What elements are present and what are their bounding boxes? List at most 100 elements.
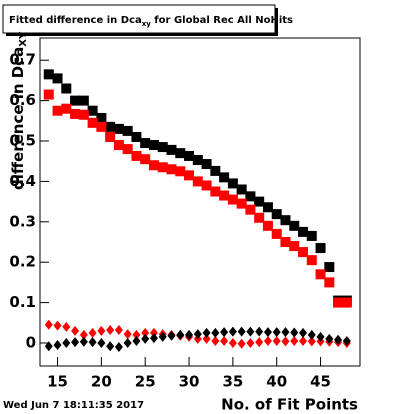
point [175,166,186,177]
point [201,180,212,191]
point [280,215,291,226]
point [62,321,71,332]
point [97,325,106,336]
point [132,335,141,346]
point [148,160,159,171]
point [70,95,81,106]
point [166,144,177,155]
point [43,89,54,100]
point [324,277,335,288]
point [306,230,317,241]
point [53,339,62,350]
point [71,337,80,348]
point [141,333,150,344]
point [255,337,264,348]
point [176,329,185,340]
point [96,112,107,123]
plot-frame [39,37,361,367]
point [149,327,158,338]
point [262,220,273,231]
point [132,329,141,340]
point [87,105,98,116]
point [307,336,316,347]
point [237,326,246,337]
point [61,103,72,114]
x-tick-label: 15 [47,373,68,391]
point [78,109,89,120]
x-tick-label: 35 [222,373,243,391]
point [157,162,168,173]
point [210,186,221,197]
point [140,138,151,149]
chart-title: Fitted difference in Dcaxy for Global Re… [9,15,293,28]
point [71,325,80,336]
point [210,165,221,176]
point [324,262,335,273]
point [228,326,237,337]
point [211,327,220,338]
point [255,326,264,337]
y-tick-label: 0 [26,333,36,351]
point [140,154,151,165]
title-box [2,4,276,34]
point [123,337,132,348]
y-tick-label: 0.4 [9,172,36,190]
y-tick-label: 0.1 [9,293,36,311]
point [193,329,202,340]
point [254,196,265,207]
point [272,335,281,346]
point [290,335,299,346]
point [272,327,281,338]
point [334,334,343,345]
point [333,297,344,308]
point [227,194,238,205]
point [158,331,167,342]
point [245,204,256,215]
point [236,184,247,195]
point [79,329,88,340]
point [254,212,265,223]
point [220,335,229,346]
point [123,329,132,340]
point [105,131,116,142]
x-tick-label: 40 [266,373,287,391]
point [96,121,107,132]
point [263,335,272,346]
point [87,117,98,128]
point [52,105,63,116]
point [342,335,351,346]
point [289,220,300,231]
point [341,297,352,308]
point [113,123,124,134]
point [122,144,133,155]
point [166,164,177,175]
point [201,159,212,170]
point [53,320,62,331]
point [106,341,115,352]
point [246,326,255,337]
point [246,337,255,348]
x-tick-label: 45 [310,373,331,391]
point [131,150,142,161]
point [315,269,326,280]
point [298,226,309,237]
point [105,121,116,132]
point [192,154,203,165]
timestamp: Wed Jun 7 18:11:35 2017 [3,400,144,411]
x-tick-label: 30 [179,373,200,391]
point [122,125,133,136]
point [202,333,211,344]
point [192,176,203,187]
point [271,228,282,239]
point [61,83,72,94]
y-tick-label: 0.7 [9,51,36,69]
point [289,241,300,252]
point [228,337,237,348]
point [211,335,220,346]
point [148,140,159,151]
point [52,73,63,84]
point [43,69,54,80]
point [280,236,291,247]
point [70,108,81,119]
point [44,319,53,330]
